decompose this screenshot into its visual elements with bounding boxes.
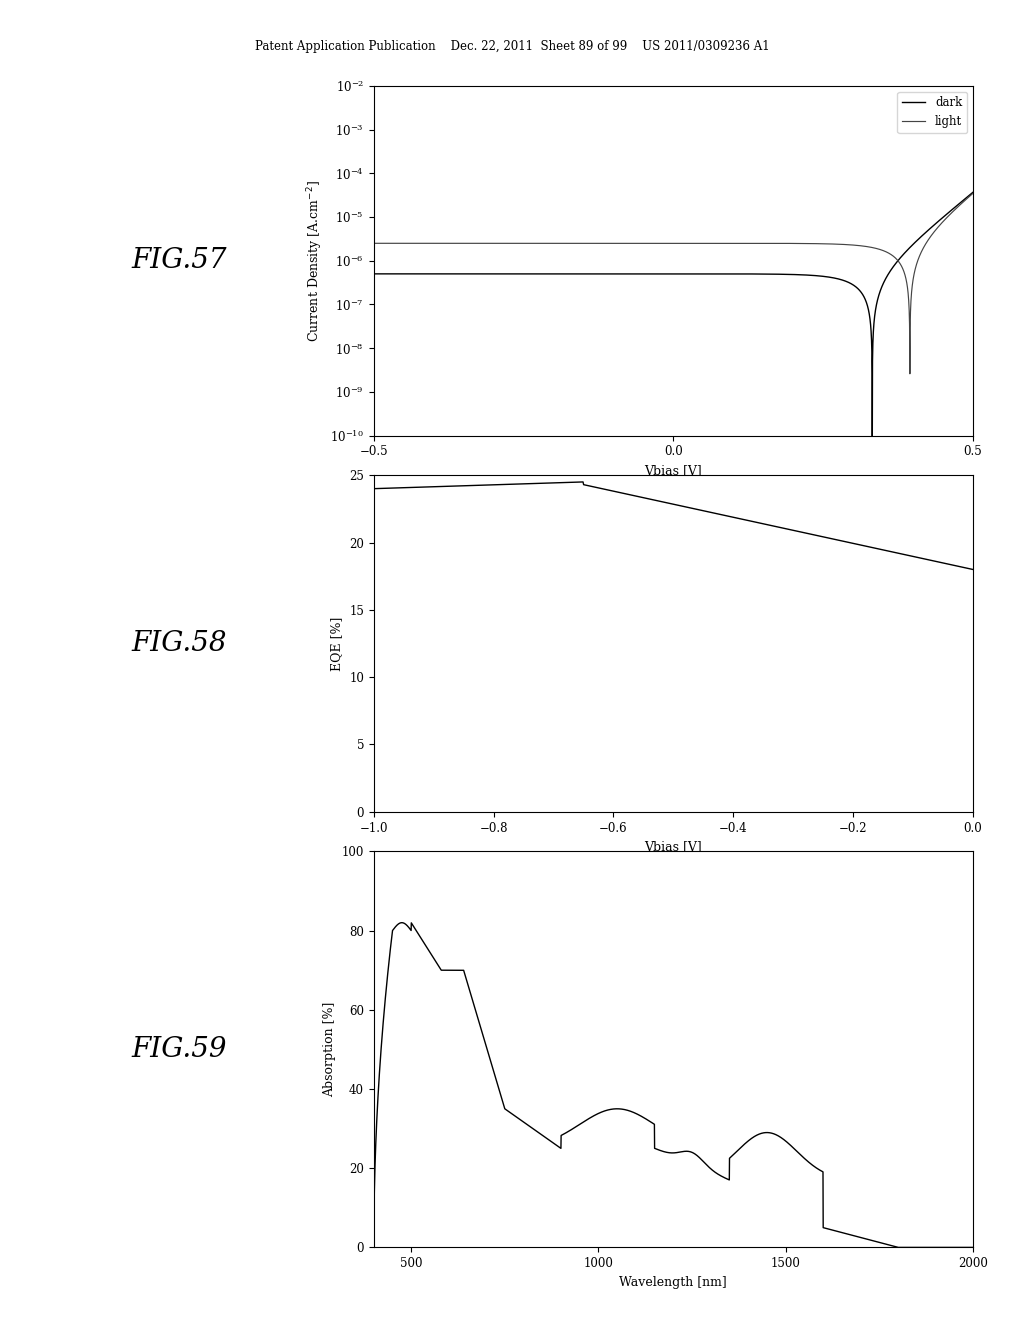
Y-axis label: Absorption [%]: Absorption [%] [324, 1002, 336, 1097]
Text: FIG.59: FIG.59 [131, 1036, 227, 1063]
X-axis label: Vbias [V]: Vbias [V] [644, 840, 702, 853]
Text: FIG.57: FIG.57 [131, 247, 227, 275]
Legend: dark, light: dark, light [897, 91, 967, 133]
X-axis label: Wavelength [nm]: Wavelength [nm] [620, 1275, 727, 1288]
Y-axis label: Current Density [A.cm$^{-2}$]: Current Density [A.cm$^{-2}$] [305, 180, 325, 342]
Text: FIG.58: FIG.58 [131, 630, 227, 657]
Text: Patent Application Publication    Dec. 22, 2011  Sheet 89 of 99    US 2011/03092: Patent Application Publication Dec. 22, … [255, 40, 769, 53]
Y-axis label: EQE [%]: EQE [%] [331, 616, 344, 671]
X-axis label: Vbias [V]: Vbias [V] [644, 463, 702, 477]
